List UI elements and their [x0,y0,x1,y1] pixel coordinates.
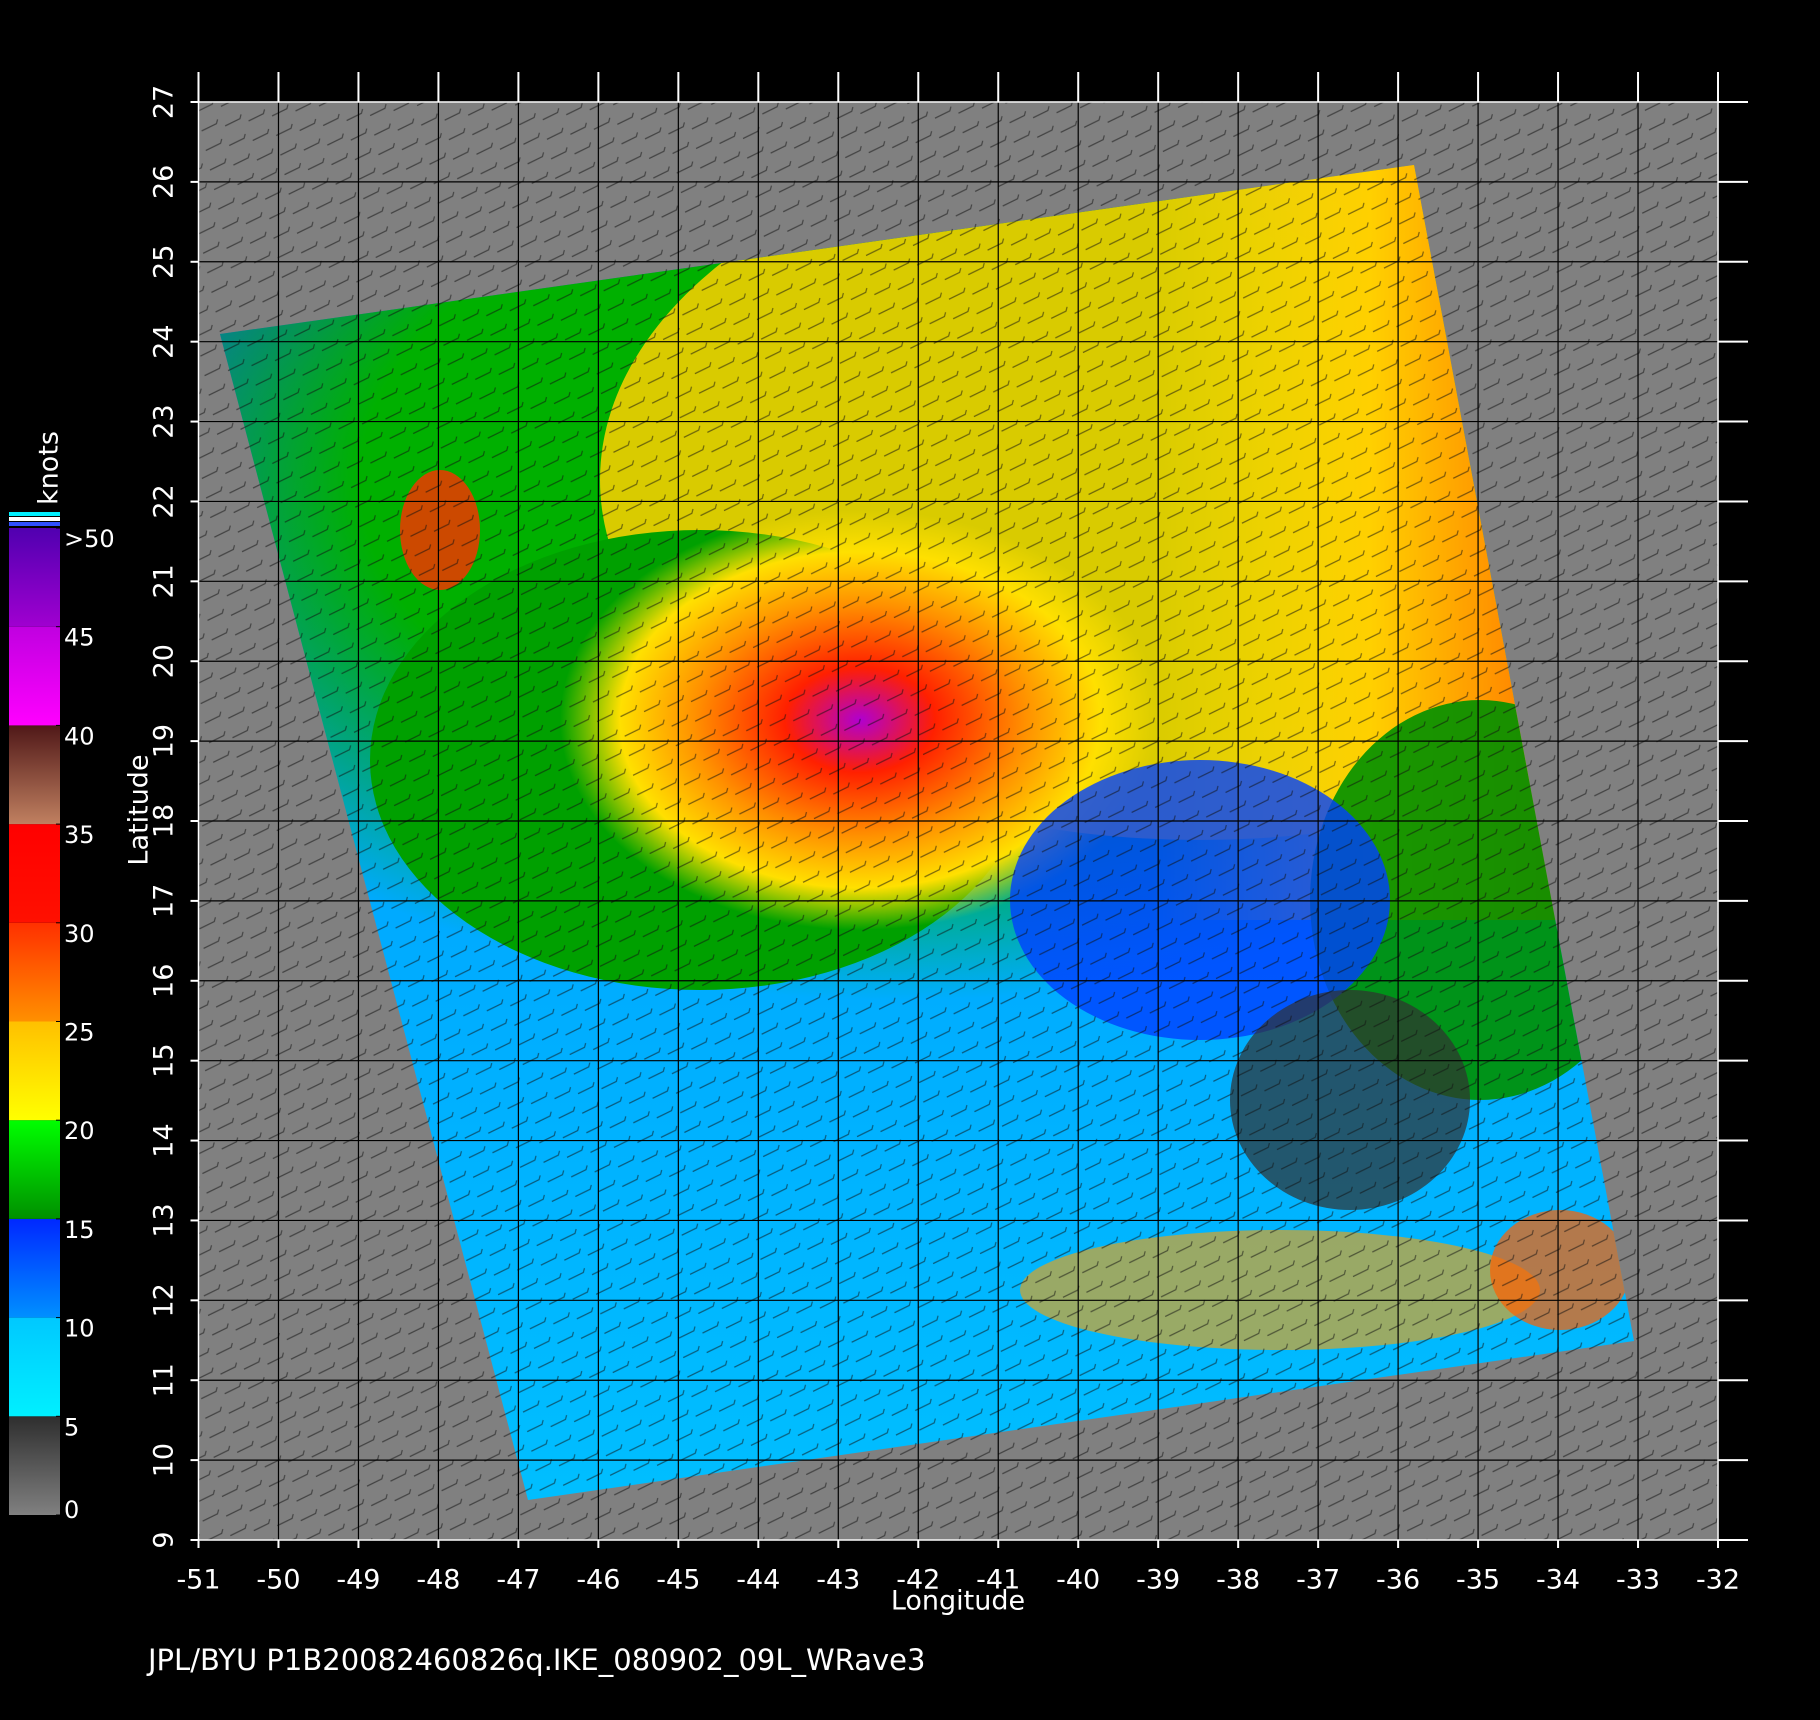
x-tick-label: -44 [736,1565,780,1596]
colorbar-segment [9,824,60,923]
colorbar-overflow [9,517,60,521]
x-tick-label: -34 [1536,1565,1580,1596]
plot-area [197,101,1719,1541]
y-tick-label: 24 [149,324,180,358]
y-tick-label: 20 [149,644,180,678]
colorbar-tick-label: 45 [64,624,95,652]
y-tick-label: 13 [149,1203,180,1237]
colorbar-tick-label: 5 [64,1413,79,1441]
colorbar: 0 5 10 15 20 25 30 35 40 45 >50 [9,512,115,1524]
x-tick-label: -39 [1136,1565,1180,1596]
colorbar-segment [9,1317,60,1417]
x-tick-label: -43 [816,1565,860,1596]
y-axis-label: Latitude [124,754,155,865]
x-tick-label: -35 [1456,1565,1500,1596]
y-tick-label: 17 [149,884,180,918]
x-axis-label: Longitude [891,1586,1025,1617]
y-tick-label: 12 [149,1283,180,1317]
y-tick-label: 19 [149,724,180,758]
colorbar-overflow [9,522,60,526]
colorbar-segment [9,725,60,825]
colorbar-tick-label: 20 [64,1117,95,1145]
x-tick-label: -45 [656,1565,700,1596]
y-tick-label: 26 [149,165,180,199]
colorbar-overflow [9,512,60,516]
y-tick-label: 11 [149,1363,180,1397]
colorbar-tick-label: 25 [64,1019,95,1047]
y-tick-label: 22 [149,484,180,518]
axes: -51 -50 -49 -48 -47 -46 -45 -44 -43 -42 -41 -40 -39 -… [149,72,1748,1596]
y-tick-label: 10 [149,1443,180,1477]
wind-swath [220,165,1634,1500]
x-tick-label: -50 [256,1565,300,1596]
colorbar-tick-label: 30 [64,920,95,948]
y-tick-label: 15 [149,1043,180,1077]
colorbar-tick-label: 15 [64,1216,95,1244]
x-tick-label: -46 [576,1565,620,1596]
x-tick-label: -51 [176,1565,220,1596]
colorbar-tick-label: 10 [64,1315,95,1343]
x-tick-label: -38 [1216,1565,1260,1596]
colorbar-segment [9,922,60,1022]
colorbar-tick-label: 35 [64,821,95,849]
y-tick-label: 16 [149,964,180,998]
x-tick-label: -49 [336,1565,380,1596]
x-tick-label: -33 [1616,1565,1660,1596]
y-tick-label: 14 [149,1123,180,1157]
colorbar-tick-label: >50 [64,525,115,553]
colorbar-tick-label: 40 [64,722,95,750]
y-tick-label: 27 [149,85,180,119]
x-tick-label: -40 [1056,1565,1100,1596]
x-tick-label: -41 [976,1565,1020,1596]
colorbar-segment [9,1021,60,1121]
y-tick-label: 23 [149,404,180,438]
y-tick-label: 25 [149,245,180,279]
x-tick-label: -32 [1696,1565,1740,1596]
x-tick-label: -42 [896,1565,940,1596]
x-tick-label: -36 [1376,1565,1420,1596]
x-tick-label: -37 [1296,1565,1340,1596]
colorbar-title: knots [34,431,65,505]
colorbar-tick-label: 0 [64,1496,79,1524]
footer: JPL/BYU P1B20082460826q.IKE_080902_09L_W… [146,1643,925,1677]
colorbar-segment [9,626,60,726]
colorbar-segment [9,1218,60,1318]
x-tick-label: -48 [416,1565,460,1596]
colorbar-segment [9,1416,60,1515]
colorbar-segment [9,528,60,627]
colorbar-segment [9,1120,60,1219]
y-tick-label: 18 [149,804,180,838]
y-tick-label: 9 [149,1531,180,1548]
y-tick-label: 21 [149,564,180,598]
x-tick-label: -47 [496,1565,540,1596]
